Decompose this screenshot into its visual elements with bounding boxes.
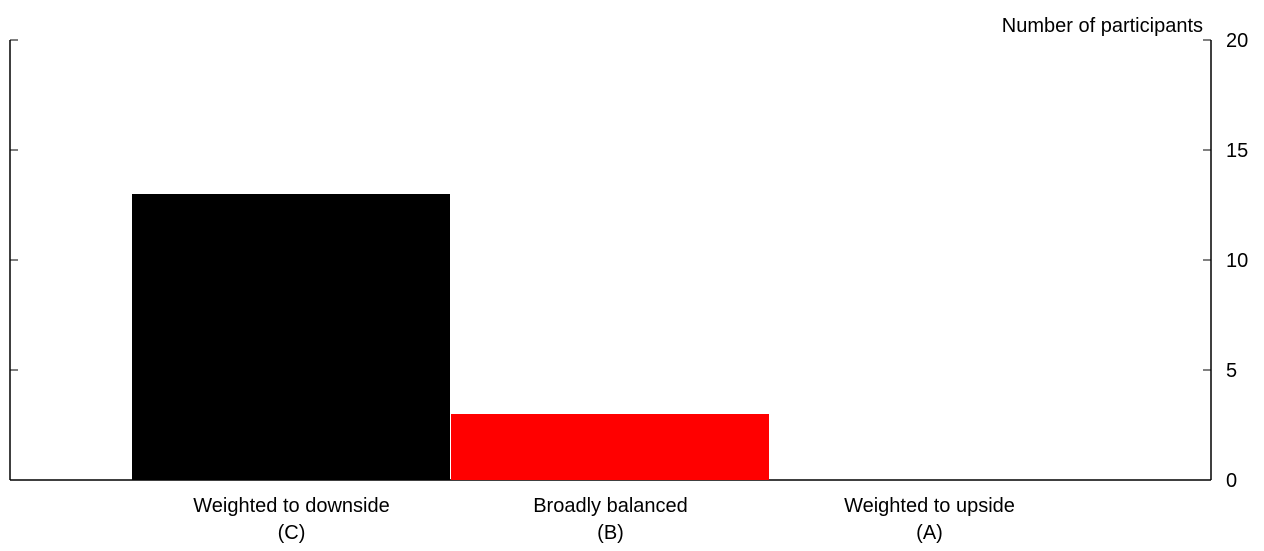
category-code: (C) — [278, 522, 306, 544]
y-tick-label: 10 — [1226, 250, 1248, 272]
y-axis-ticks: 0 5 10 15 20 — [10, 30, 1248, 492]
y-tick-label: 5 — [1226, 360, 1237, 382]
x-tick-label: Weighted to upside (A) — [844, 495, 1015, 544]
category-code: (A) — [916, 522, 943, 544]
bar-1 — [451, 414, 769, 480]
category-code: (B) — [597, 522, 624, 544]
y-tick-label: 15 — [1226, 140, 1248, 162]
bars — [132, 194, 769, 480]
bar-0 — [132, 194, 450, 480]
category-name: Weighted to downside — [193, 495, 389, 517]
x-axis-labels: Weighted to downside (C) Broadly balanced (… — [193, 495, 1015, 544]
category-name: Weighted to upside — [844, 495, 1015, 517]
x-tick-label: Broadly balanced (B) — [533, 495, 688, 544]
x-tick-label: Weighted to downside (C) — [193, 495, 389, 544]
y-tick-label: 0 — [1226, 470, 1237, 492]
y-axis-title: Number of participants — [1002, 15, 1203, 37]
y-tick-label: 20 — [1226, 30, 1248, 52]
category-name: Broadly balanced — [533, 495, 688, 517]
